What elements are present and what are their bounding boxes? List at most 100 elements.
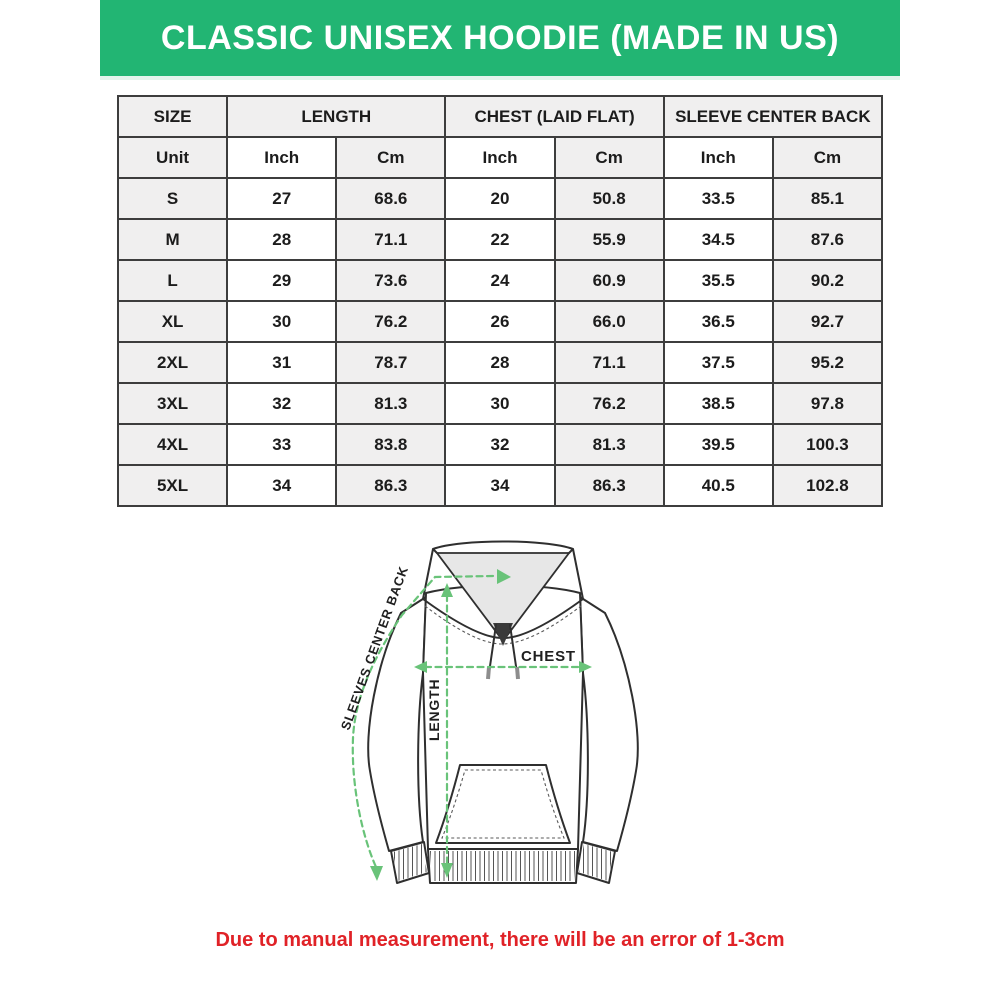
size-cell: S (116, 177, 229, 220)
size-row-3xl: 3XL 32 81.3 30 76.2 38.5 97.8 (116, 382, 884, 425)
measurement-cell: 68.6 (335, 177, 447, 220)
size-cell: 4XL (116, 423, 229, 466)
neck-notch (493, 623, 513, 646)
chest-label: CHEST (521, 648, 576, 665)
measurement-cell: 33 (226, 423, 338, 466)
measurement-cell: 100.3 (771, 423, 884, 466)
unit-header-cell: Unit (116, 136, 229, 179)
inch-header-cell: Inch (226, 136, 338, 179)
measurement-cell: 92.7 (771, 300, 884, 343)
size-chart-table: SIZE LENGTH CHEST (LAID FLAT) SLEEVE CEN… (116, 95, 884, 507)
measurement-cell: 40.5 (662, 464, 774, 507)
size-row-xl: XL 30 76.2 26 66.0 36.5 92.7 (116, 300, 884, 343)
cm-header-cell: Cm (335, 136, 447, 179)
measurement-cell: 90.2 (771, 259, 884, 302)
size-row-m: M 28 71.1 22 55.9 34.5 87.6 (116, 218, 884, 261)
measurement-cell: 71.1 (335, 218, 447, 261)
size-row-4xl: 4XL 33 83.8 32 81.3 39.5 100.3 (116, 423, 884, 466)
measurement-cell: 60.9 (553, 259, 665, 302)
title-banner: CLASSIC UNISEX HOODIE (MADE IN US) (100, 0, 900, 80)
measurement-cell: 83.8 (335, 423, 447, 466)
measurement-cell: 39.5 (662, 423, 774, 466)
size-cell: L (116, 259, 229, 302)
measurement-cell: 78.7 (335, 341, 447, 384)
drawstring-aglets (486, 666, 520, 680)
measurement-cell: 33.5 (662, 177, 774, 220)
cm-header-cell: Cm (553, 136, 665, 179)
pocket-stitching (441, 769, 565, 839)
measurement-cell: 76.2 (553, 382, 665, 425)
drawstrings (488, 624, 518, 674)
measurement-cell: 28 (226, 218, 338, 261)
size-row-s: S 27 68.6 20 50.8 33.5 85.1 (116, 177, 884, 220)
sleeve-measure-line (351, 574, 495, 869)
measurement-cell: 71.1 (553, 341, 665, 384)
measurement-cell: 86.3 (553, 464, 665, 507)
measurement-cell: 24 (444, 259, 556, 302)
hood-lining (435, 552, 571, 643)
column-header-row: SIZE LENGTH CHEST (LAID FLAT) SLEEVE CEN… (116, 95, 884, 138)
column-header-chest: CHEST (LAID FLAT) (444, 95, 665, 138)
cm-header-cell: Cm (771, 136, 884, 179)
column-header-sleeve: SLEEVE CENTER BACK (662, 95, 884, 138)
hood-collar (422, 598, 584, 639)
measurement-cell: 35.5 (662, 259, 774, 302)
measurement-cell: 95.2 (771, 341, 884, 384)
chest-arrow-right (579, 661, 592, 673)
measurement-cell: 73.6 (335, 259, 447, 302)
measurement-cell: 30 (444, 382, 556, 425)
measurement-cell: 76.2 (335, 300, 447, 343)
measurement-cell: 87.6 (771, 218, 884, 261)
inch-header-cell: Inch (444, 136, 556, 179)
measurement-cell: 102.8 (771, 464, 884, 507)
length-arrow-down (441, 863, 453, 878)
measurement-cell: 28 (444, 341, 556, 384)
measurement-cell: 50.8 (553, 177, 665, 220)
right-sleeve (579, 596, 639, 852)
hood-outline (422, 540, 584, 600)
size-cell: 3XL (116, 382, 229, 425)
measurement-cell: 22 (444, 218, 556, 261)
length-arrow-up (441, 583, 453, 597)
measurement-cell: 34.5 (662, 218, 774, 261)
measurement-cell: 38.5 (662, 382, 774, 425)
column-header-size: SIZE (116, 95, 229, 138)
sleeve-measure-arrow-end (497, 569, 511, 584)
chest-arrow-left (414, 661, 427, 673)
inch-header-cell: Inch (662, 136, 774, 179)
measurement-cell: 32 (444, 423, 556, 466)
measurement-cell: 86.3 (335, 464, 447, 507)
collar-stitching (424, 605, 582, 645)
measurement-cell: 66.0 (553, 300, 665, 343)
size-cell: M (116, 218, 229, 261)
measurement-cell: 29 (226, 259, 338, 302)
measurement-cell: 55.9 (553, 218, 665, 261)
size-row-5xl: 5XL 34 86.3 34 86.3 40.5 102.8 (116, 464, 884, 507)
kangaroo-pocket (435, 764, 571, 844)
hoodie-drawing: CHEST LENGTH SLEEVES CENTER BACK (338, 540, 639, 884)
hoodie-diagram: CHEST LENGTH SLEEVES CENTER BACK (310, 533, 690, 915)
unit-header-row: Unit Inch Cm Inch Cm Inch Cm (116, 136, 884, 179)
size-chart: SIZE LENGTH CHEST (LAID FLAT) SLEEVE CEN… (116, 95, 884, 507)
measurement-cell: 31 (226, 341, 338, 384)
size-row-2xl: 2XL 31 78.7 28 71.1 37.5 95.2 (116, 341, 884, 384)
size-cell: 5XL (116, 464, 229, 507)
measurement-cell: 97.8 (771, 382, 884, 425)
sleeve-measure-arrow-cuff (370, 866, 383, 881)
measurement-cell: 36.5 (662, 300, 774, 343)
size-row-l: L 29 73.6 24 60.9 35.5 90.2 (116, 259, 884, 302)
page-title: CLASSIC UNISEX HOODIE (MADE IN US) (160, 18, 840, 57)
column-header-length: LENGTH (226, 95, 447, 138)
measurement-cell: 20 (444, 177, 556, 220)
measurement-cell: 26 (444, 300, 556, 343)
measurement-cell: 27 (226, 177, 338, 220)
measurement-cell: 34 (226, 464, 338, 507)
measurement-cell: 37.5 (662, 341, 774, 384)
size-cell: 2XL (116, 341, 229, 384)
length-label: LENGTH (426, 679, 442, 741)
measurement-cell: 30 (226, 300, 338, 343)
measurement-cell: 81.3 (335, 382, 447, 425)
measurement-cell: 85.1 (771, 177, 884, 220)
size-cell: XL (116, 300, 229, 343)
measurement-note: Due to manual measurement, there will be… (215, 929, 785, 951)
